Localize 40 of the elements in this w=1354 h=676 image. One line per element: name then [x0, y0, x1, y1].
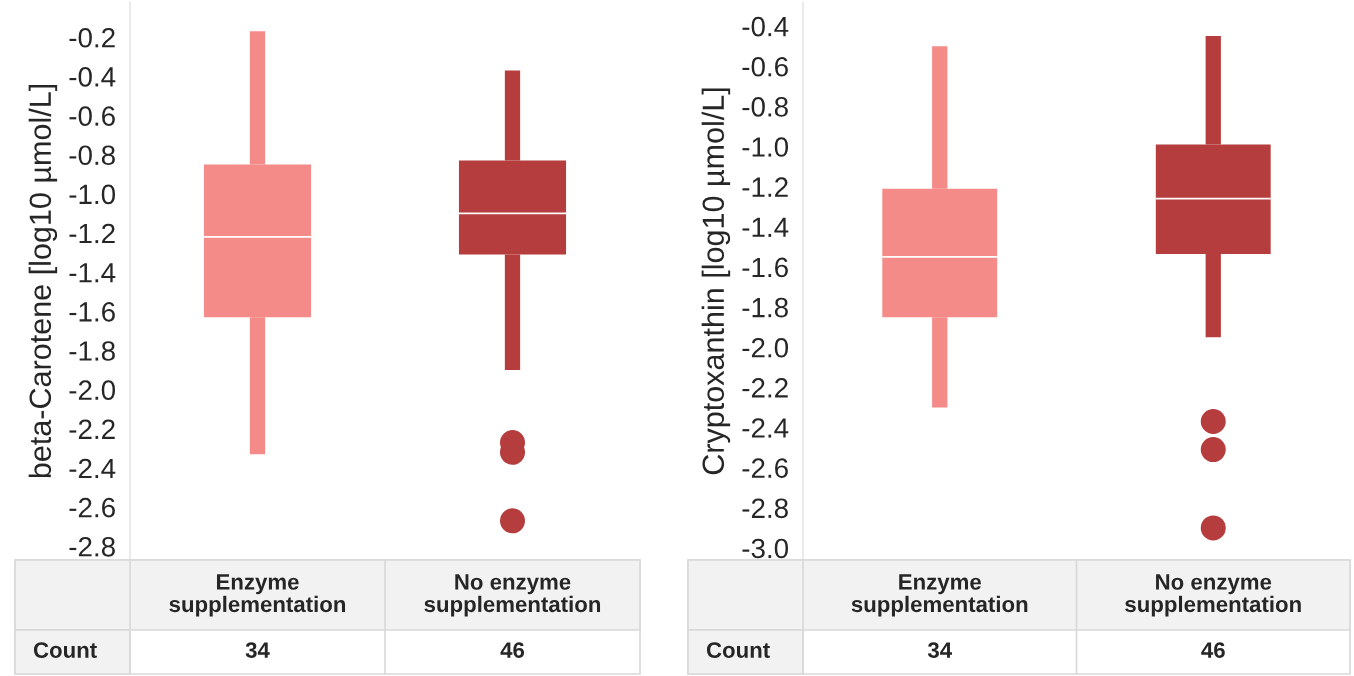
- y-tick-label: -0.8: [742, 97, 788, 117]
- y-tick-label: -0.4: [69, 67, 116, 87]
- text: 46: [500, 642, 525, 658]
- x-tick-label: No enzyme supplementation: [1125, 574, 1301, 617]
- text: Count: [33, 642, 97, 658]
- text: 46: [1201, 642, 1225, 658]
- y-tick-label: -1.6: [69, 302, 115, 322]
- y-tick-label: -2.4: [69, 458, 116, 479]
- y-tick-label: -0.6: [69, 106, 115, 126]
- text: Count: [706, 642, 770, 658]
- x-tick-label: No enzyme supplementation: [424, 574, 601, 617]
- y-tick-label: -2.0: [742, 337, 789, 358]
- y-tick-label: -1.8: [69, 341, 115, 361]
- y-tick-label: -0.8: [69, 145, 115, 166]
- y-tick-label: -1.0: [742, 137, 789, 157]
- y-tick-label: -2.6: [69, 497, 115, 518]
- x-tick-label: Enzyme supplementation: [169, 574, 346, 617]
- text: 34: [245, 642, 270, 658]
- y-tick-label: -2.6: [742, 458, 788, 479]
- y-tick-label: -1.4: [69, 263, 116, 283]
- y-tick-label: -1.0: [69, 184, 116, 205]
- y-tick-label: -1.8: [742, 297, 788, 318]
- y-tick-label: -2.8: [742, 498, 788, 519]
- y-tick-label: -2.0: [69, 380, 116, 400]
- y-tick-label: -2.8: [69, 536, 115, 557]
- y-tick-label: -1.4: [742, 217, 789, 237]
- y-axis-title: beta-Carotene [log10 µmol/L]: [28, 84, 58, 478]
- y-tick-label: -0.6: [742, 56, 788, 77]
- y-axis-title: Cryptoxanthin [log10 µmol/L]: [701, 88, 731, 475]
- text: 34: [927, 642, 952, 658]
- y-tick-label: -1.6: [742, 257, 788, 278]
- y-tick-label: -1.2: [742, 177, 788, 197]
- y-tick-label: -2.2: [742, 378, 788, 398]
- y-tick-label: -1.2: [69, 223, 115, 244]
- x-tick-label: Enzyme supplementation: [851, 574, 1028, 617]
- y-tick-label: -2.4: [742, 418, 789, 438]
- y-tick-label: -3.0: [742, 538, 789, 559]
- y-tick-label: -0.4: [742, 16, 789, 37]
- y-tick-label: -2.2: [69, 419, 115, 439]
- y-tick-label: -0.2: [69, 27, 115, 48]
